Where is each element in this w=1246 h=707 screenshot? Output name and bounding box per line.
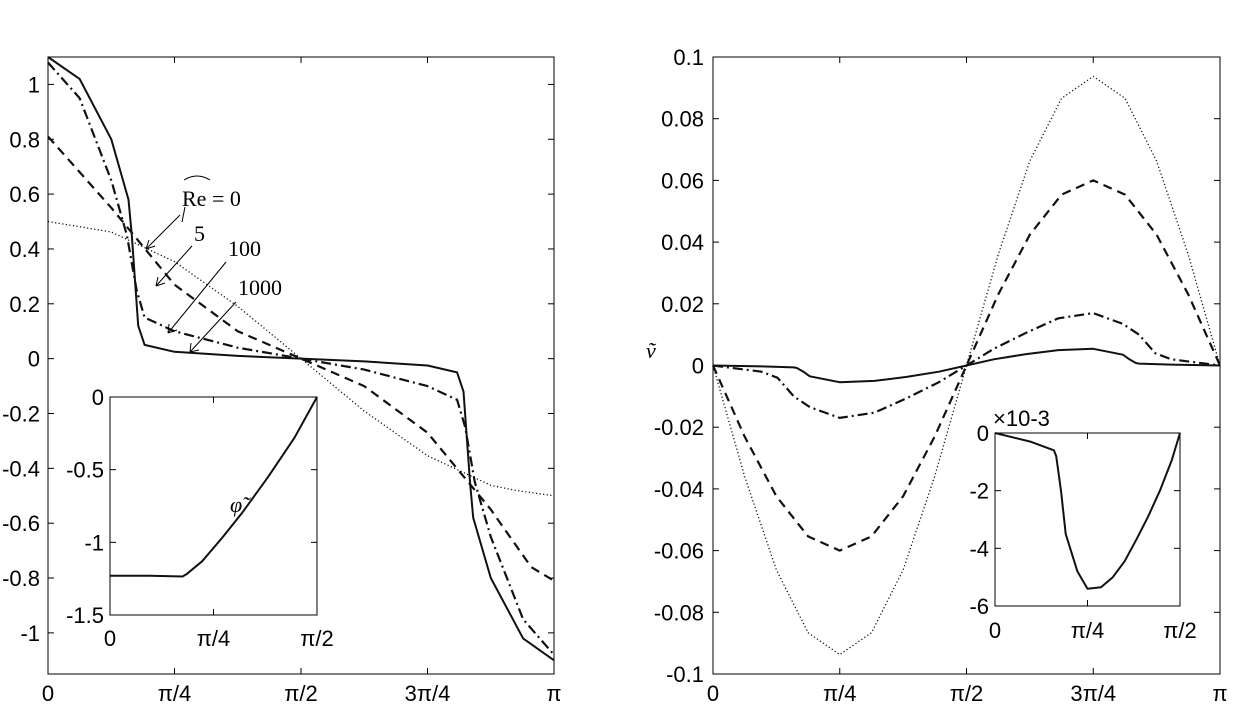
arrow-re-1000 bbox=[189, 301, 237, 353]
right-x-tick-label: π/2 bbox=[950, 681, 984, 706]
arrow-re-100 bbox=[167, 261, 227, 334]
left-inset-y-tick-label: -1 bbox=[84, 530, 104, 555]
re-tilde-icon bbox=[183, 175, 211, 181]
left-series-dashed bbox=[47, 135, 555, 582]
right-y-axis-label: ṽ bbox=[646, 338, 657, 363]
left-y-tick-label: 0.6 bbox=[9, 182, 40, 207]
left-chart: 0 π/4 π/2 3π/4 π 1 0.8 0.6 0.4 0.2 0 -0.… bbox=[2, 56, 562, 706]
left-y-tick-label: -1 bbox=[20, 621, 40, 646]
right-y-tick-label: 0.08 bbox=[661, 107, 704, 132]
right-x-tick-label: π/4 bbox=[823, 681, 857, 706]
right-x-tick-label: π bbox=[1212, 681, 1227, 706]
annotation-re-1000: 1000 bbox=[238, 275, 282, 300]
left-y-tick-label: 1 bbox=[28, 72, 40, 97]
left-inset-y-tick-label: -1.5 bbox=[66, 603, 104, 628]
left-y-tick-label: -0.4 bbox=[2, 456, 40, 481]
right-y-tick-label: -0.08 bbox=[654, 600, 704, 625]
right-inset-chart: ×10-3 0 π/4 π/2 0 -2 -4 -6 bbox=[969, 406, 1196, 643]
left-inset-y-tick-label: 0 bbox=[92, 385, 104, 410]
annotation-re-100: 100 bbox=[228, 236, 261, 261]
right-y-tick-label: 0.04 bbox=[661, 230, 704, 255]
right-y-tick-label: 0.02 bbox=[661, 292, 704, 317]
left-x-tick-label: 3π/4 bbox=[405, 681, 451, 706]
left-y-tick-label: 0.8 bbox=[9, 127, 40, 152]
right-inset-x-tick-label: π/4 bbox=[1071, 618, 1105, 643]
left-x-tick-label: π bbox=[546, 681, 561, 706]
right-inset-y-tick-label: -4 bbox=[969, 536, 989, 561]
right-y-tick-label: 0.1 bbox=[673, 45, 704, 70]
right-x-tick-label: 3π/4 bbox=[1070, 681, 1116, 706]
right-inset-y-tick-label: -6 bbox=[969, 594, 989, 619]
right-chart: ṽ 0 π/4 π/2 3π/4 π 0.1 0.08 0.06 0.04 0.… bbox=[646, 45, 1228, 706]
right-series-solid bbox=[712, 347, 1221, 384]
arrowhead-icon bbox=[167, 323, 178, 334]
left-y-tick-label: 0 bbox=[28, 347, 40, 372]
left-x-tick-label: π/4 bbox=[158, 681, 192, 706]
annotation-re-0: Re = 0 bbox=[182, 186, 241, 211]
left-inset-chart: φ̃ 0 π/4 π/2 0 -0.5 -1 -1.5 bbox=[66, 385, 334, 651]
right-inset-y-tick-label: 0 bbox=[977, 421, 989, 446]
right-inset-y-tick-label: -2 bbox=[969, 479, 989, 504]
right-y-tick-label: -0.1 bbox=[666, 662, 704, 687]
annotation-re-5: 5 bbox=[194, 221, 205, 246]
left-y-tick-label: -0.8 bbox=[2, 566, 40, 591]
left-x-tick-label: 0 bbox=[42, 681, 54, 706]
left-y-tick-label: 0.2 bbox=[9, 292, 40, 317]
right-y-tick-label: 0.06 bbox=[661, 168, 704, 193]
left-series-solid bbox=[47, 56, 555, 662]
right-inset-x-tick-label: 0 bbox=[989, 618, 1001, 643]
arrowhead-icon bbox=[145, 239, 156, 250]
arrowhead-icon bbox=[189, 342, 200, 353]
left-inset-frame bbox=[109, 396, 318, 616]
inset-multiplier: ×10-3 bbox=[993, 406, 1050, 431]
right-y-tick-label: -0.02 bbox=[654, 415, 704, 440]
arrow-re-0 bbox=[145, 214, 181, 250]
right-y-tick-label: 0 bbox=[692, 354, 704, 379]
re-tilde-mark bbox=[181, 206, 186, 223]
right-y-tick-label: -0.06 bbox=[654, 539, 704, 564]
left-inset-x-tick-label: π/2 bbox=[300, 626, 334, 651]
re-annotations: Re = 0 5 100 1000 bbox=[145, 175, 282, 353]
right-inset-series-solid bbox=[994, 432, 1181, 590]
left-series-dashdot bbox=[47, 61, 555, 656]
arrowhead-icon bbox=[155, 276, 166, 287]
right-inset-x-tick-label: π/2 bbox=[1163, 618, 1197, 643]
left-inset-y-tick-label: -0.5 bbox=[66, 458, 104, 483]
left-x-tick-label: π/2 bbox=[284, 681, 318, 706]
left-y-tick-label: 0.4 bbox=[9, 237, 40, 262]
right-series-dotted bbox=[712, 75, 1221, 656]
right-x-tick-label: 0 bbox=[707, 681, 719, 706]
left-inset-x-tick-label: π/4 bbox=[197, 626, 231, 651]
left-inset-series-solid bbox=[110, 396, 318, 578]
right-y-tick-label: -0.04 bbox=[654, 477, 704, 502]
left-inset-x-tick-label: 0 bbox=[104, 626, 116, 651]
left-y-tick-label: -0.6 bbox=[2, 511, 40, 536]
arrow-re-5 bbox=[155, 245, 193, 287]
right-inset-frame bbox=[994, 432, 1181, 607]
left-y-tick-label: -0.2 bbox=[2, 401, 40, 426]
